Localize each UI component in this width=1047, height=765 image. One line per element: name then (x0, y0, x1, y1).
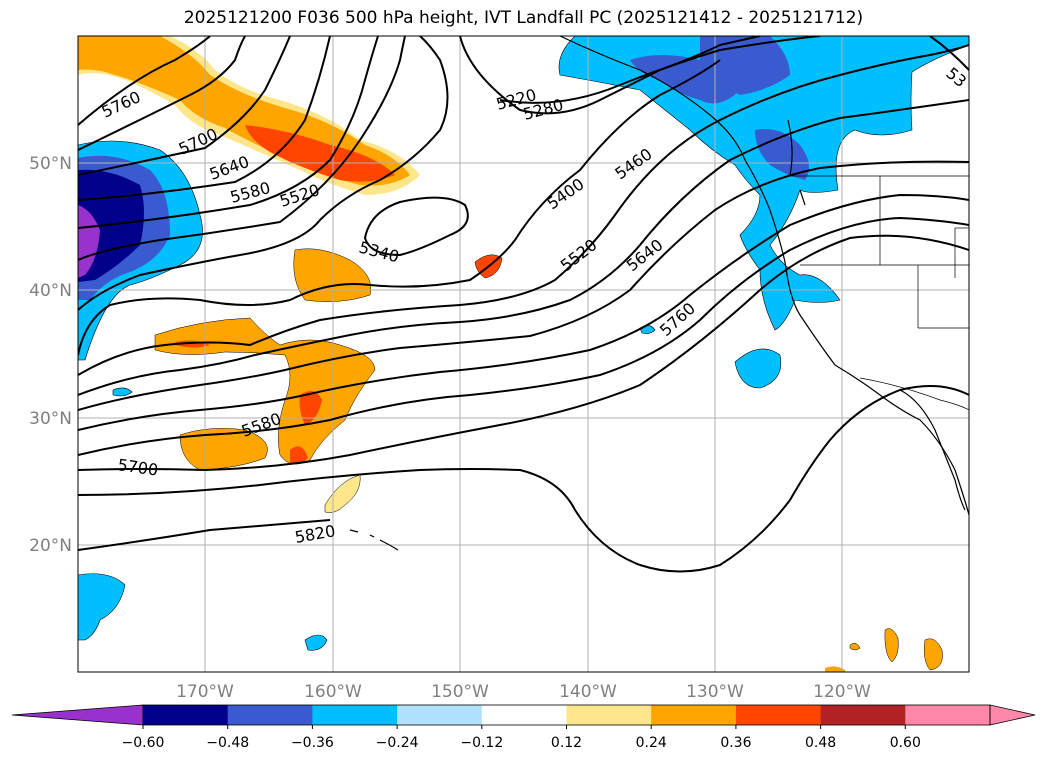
latitude-labels: 50°N 40°N 30°N 20°N (29, 154, 72, 556)
lon-label: 150°W (431, 682, 489, 702)
lat-label: 30°N (29, 409, 72, 429)
colorbar-tick-label: −0.12 (460, 735, 503, 751)
lat-label: 20°N (29, 536, 72, 556)
colorbar-segment (227, 705, 313, 725)
longitude-labels: 170°W 160°W 150°W 140°W 130°W 120°W (176, 682, 871, 702)
colorbar: −0.60 −0.48 −0.36 −0.24 −0.12 0.12 0.24 0.36 0.4… (11, 704, 1036, 751)
lon-label: 130°W (686, 682, 744, 702)
colorbar-segment (735, 705, 822, 725)
colorbar-segment (397, 705, 483, 725)
colorbar-tick-label: −0.60 (122, 735, 165, 751)
colorbar-tick-label: −0.24 (376, 735, 419, 751)
colorbar-tick-label: 0.12 (551, 735, 582, 751)
map-frame (77, 35, 970, 673)
colorbar-tick-label: 0.48 (805, 735, 836, 751)
graticule (78, 36, 969, 672)
lon-label: 120°W (813, 682, 871, 702)
coastlines (349, 36, 969, 551)
colorbar-segment (651, 705, 737, 725)
colorbar-segment (143, 705, 229, 725)
colorbar-segment (905, 705, 991, 725)
lat-label: 40°N (29, 281, 72, 301)
colorbar-tick-label: 0.60 (890, 735, 921, 751)
height-contours (78, 36, 969, 573)
map-title: 2025121200 F036 500 hPa height, IVT Land… (183, 8, 864, 28)
colorbar-tick-label: 0.24 (636, 735, 667, 751)
colorbar-tick-label: 0.36 (720, 735, 751, 751)
colorbar-segment (481, 705, 567, 725)
ivt-positive-regions (78, 36, 943, 672)
colorbar-segment (312, 705, 398, 725)
lon-label: 170°W (176, 682, 234, 702)
ivt-negative-regions (78, 36, 969, 651)
colorbar-segment (566, 705, 652, 725)
colorbar-extend-high (989, 704, 1036, 726)
colorbar-segment (820, 705, 906, 725)
colorbar-tick-label: −0.36 (291, 735, 334, 751)
lat-label: 50°N (29, 154, 72, 174)
map-area: 5760 5700 5640 5580 5520 5340 5220 5280 … (78, 36, 969, 672)
colorbar-extend-low (11, 704, 144, 726)
lon-label: 160°W (304, 682, 362, 702)
lon-label: 140°W (559, 682, 617, 702)
colorbar-tick-label: −0.48 (206, 735, 249, 751)
